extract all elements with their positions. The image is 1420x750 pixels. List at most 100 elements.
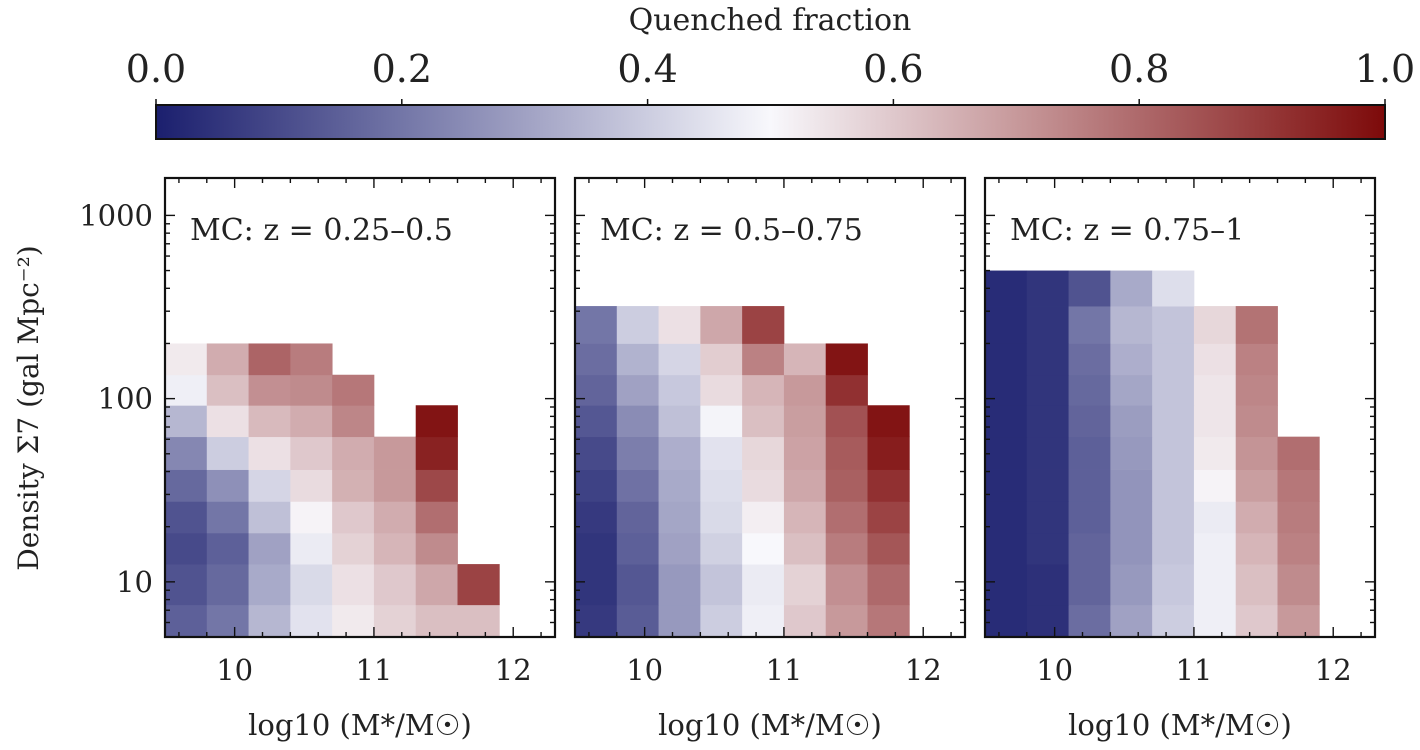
colorbar-tick-labels: 0.0 0.2 0.4 0.6 0.8 1.0	[126, 47, 1415, 105]
heatmap-cell	[783, 501, 827, 534]
heatmap-cell	[415, 436, 458, 470]
heatmap-cell	[206, 501, 249, 534]
heatmap-cell	[206, 469, 249, 502]
heatmap-cell	[575, 374, 618, 406]
heatmap-cell	[575, 436, 618, 470]
heatmap-cell	[206, 436, 249, 470]
y-tick-label: 10	[116, 565, 153, 599]
heatmap-cell	[248, 532, 291, 565]
heatmap-cell	[867, 469, 910, 502]
heatmap-cell	[1277, 436, 1320, 470]
x-tick-label: 11	[765, 653, 802, 687]
heatmap-cell	[985, 469, 1028, 502]
heatmap-cell	[248, 374, 291, 406]
heatmap-cell	[248, 564, 291, 606]
heatmap-cell	[616, 405, 659, 438]
panel-title: MC: z = 0.5–0.75	[600, 213, 863, 248]
heatmap-cell	[825, 532, 868, 565]
panel-frame	[573, 176, 967, 639]
heatmap-cell	[1193, 436, 1237, 470]
heatmap-cell	[1235, 604, 1278, 638]
heatmap-cell	[1026, 604, 1069, 638]
heatmap-cell	[867, 405, 910, 438]
heatmap-cell	[1193, 343, 1237, 376]
heatmap-cell	[1193, 604, 1237, 638]
heatmap-cell	[332, 374, 375, 406]
heatmap-cells	[985, 270, 1320, 638]
panel-title: MC: z = 0.75–1	[1010, 213, 1244, 248]
heatmap-cell	[165, 469, 208, 502]
heatmap-cell	[1110, 270, 1153, 307]
heatmap-cell	[783, 469, 827, 502]
heatmap-cell	[415, 405, 458, 438]
heatmap-cell	[700, 306, 743, 344]
heatmap-cell	[867, 532, 910, 565]
heatmap-cell	[1152, 564, 1195, 606]
heatmap-cell	[658, 564, 701, 606]
heatmap-cell	[575, 469, 618, 502]
heatmap-cell	[290, 436, 333, 470]
heatmap-cell	[825, 564, 868, 606]
heatmap-cell	[415, 604, 458, 638]
heatmap-cell	[1235, 306, 1278, 344]
heatmap-cell	[206, 343, 249, 376]
heatmap-cell	[616, 374, 659, 406]
heatmap-cell	[616, 306, 659, 344]
heatmap-cell	[658, 436, 701, 470]
heatmap-cell	[1110, 405, 1153, 438]
heatmap-cells	[575, 306, 910, 638]
heatmap-cell	[1068, 501, 1111, 534]
heatmap-cell	[290, 532, 333, 565]
heatmap-cell	[742, 343, 785, 376]
heatmap-cell	[165, 604, 208, 638]
heatmap-cell	[616, 436, 659, 470]
panel-2: MC: z = 0.5–0.75 10 11 12 log10 (M*/M☉)	[573, 176, 967, 742]
panel-3: MC: z = 0.75–1 10 11 12 log10 (M*/M☉)	[983, 176, 1377, 742]
heatmap-cell	[1068, 604, 1111, 638]
heatmap-cell	[616, 343, 659, 376]
heatmap-cell	[206, 604, 249, 638]
heatmap-cell	[616, 501, 659, 534]
panel-frame	[983, 176, 1377, 639]
colorbar-tick-label: 0.2	[372, 47, 432, 91]
heatmap-cell	[1277, 564, 1320, 606]
x-axis-label: log10 (M*/M☉)	[1068, 708, 1292, 742]
heatmap-cell	[742, 604, 785, 638]
heatmap-cell	[1068, 374, 1111, 406]
heatmap-cell	[1235, 469, 1278, 502]
heatmap-cell	[700, 405, 743, 438]
x-tick-label: 10	[626, 653, 663, 687]
heatmap-cell	[206, 564, 249, 606]
heatmap-cell	[867, 564, 910, 606]
heatmap-cell	[1068, 270, 1111, 307]
heatmap-cell	[1110, 501, 1153, 534]
heatmap-cell	[825, 469, 868, 502]
heatmap-cell	[1068, 436, 1111, 470]
heatmap-cell	[332, 469, 375, 502]
panel-title: MC: z = 0.25–0.5	[190, 213, 453, 248]
heatmap-cell	[700, 436, 743, 470]
heatmap-cell	[1110, 532, 1153, 565]
heatmap-cell	[742, 405, 785, 438]
heatmap-cell	[742, 374, 785, 406]
colorbar-tick-label: 0.4	[617, 47, 677, 91]
heatmap-cell	[1110, 306, 1153, 344]
heatmap-cell	[825, 405, 868, 438]
heatmap-cell	[248, 469, 291, 502]
heatmap-cell	[1068, 532, 1111, 565]
heatmap-cell	[1193, 501, 1237, 534]
heatmap-cell	[1277, 532, 1320, 565]
heatmap-cell	[373, 532, 417, 565]
heatmap-cell	[1026, 374, 1069, 406]
heatmap-cell	[1235, 564, 1278, 606]
heatmap-cell	[1152, 405, 1195, 438]
x-tick-label: 12	[495, 653, 532, 687]
heatmap-cell	[1235, 374, 1278, 406]
heatmap-cell	[985, 374, 1028, 406]
heatmap-cell	[1235, 436, 1278, 470]
heatmap-cell	[985, 343, 1028, 376]
heatmap-cell	[867, 604, 910, 638]
heatmap-cell	[373, 564, 417, 606]
heatmap-cell	[575, 405, 618, 438]
heatmap-cell	[373, 604, 417, 638]
